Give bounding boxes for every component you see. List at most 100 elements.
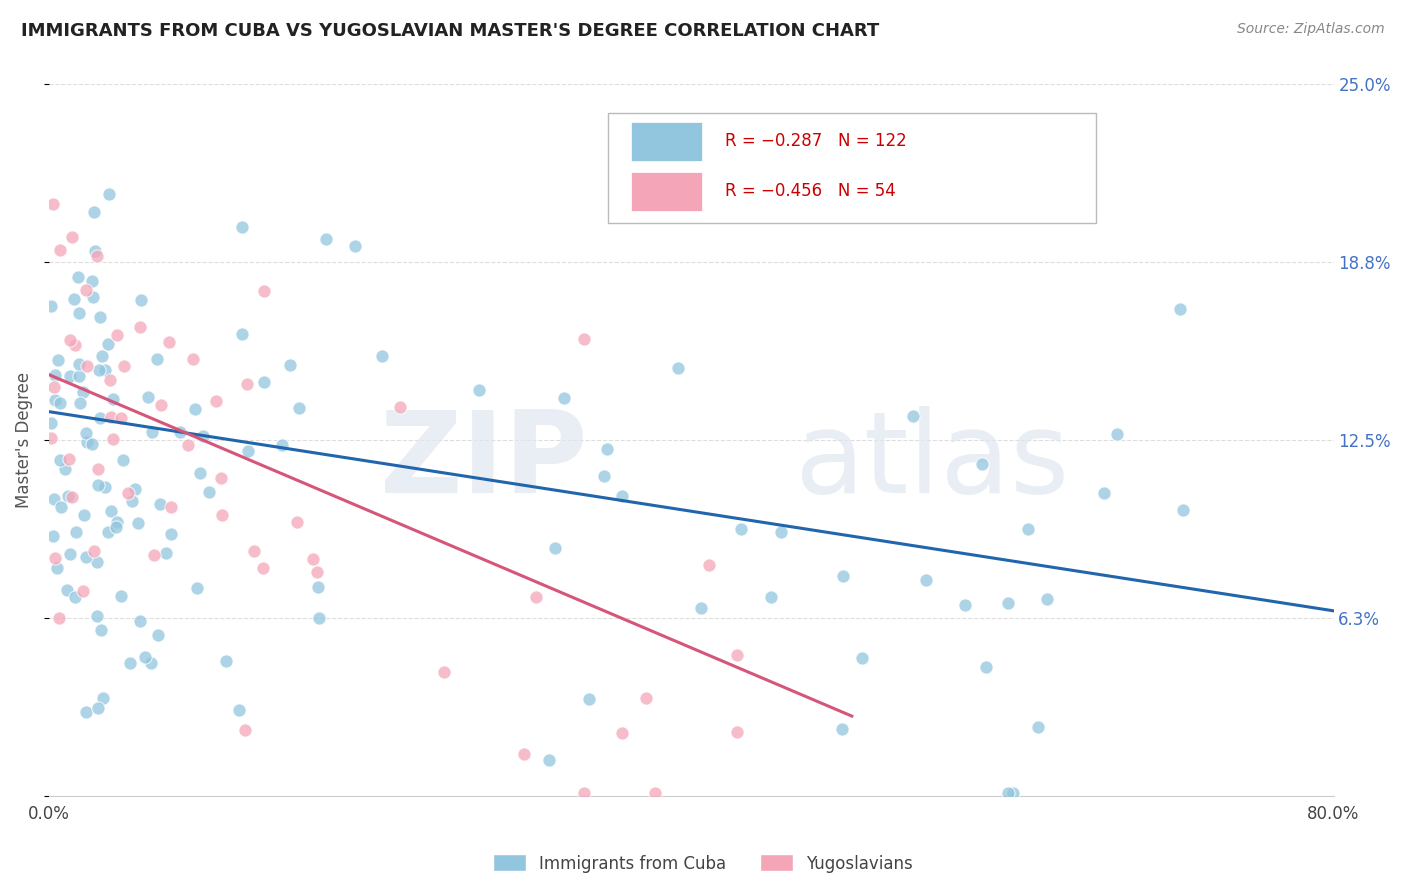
Point [73, 508, 96, 522]
Point [972, 457, 994, 471]
Text: Source: ZipAtlas.com: Source: ZipAtlas.com [1237, 22, 1385, 37]
Point [129, 614, 152, 628]
Text: R = −0.287   N = 122: R = −0.287 N = 122 [724, 132, 907, 151]
Point [1092, 486, 1115, 500]
Bar [631, 122, 702, 161]
Point [433, 665, 456, 680]
Point [39, 299, 62, 313]
Point [315, 232, 337, 246]
Text: R = −0.456   N = 54: R = −0.456 N = 54 [724, 182, 896, 200]
Point [49, 396, 72, 410]
Point [97, 525, 120, 540]
Point [831, 568, 853, 582]
Point [83, 543, 105, 558]
Point [197, 485, 219, 500]
Point [98, 373, 121, 387]
Point [725, 648, 748, 663]
Point [59, 547, 82, 561]
Point [231, 326, 253, 341]
Point [111, 453, 134, 467]
Point [596, 442, 619, 457]
Point [128, 320, 150, 334]
Point [236, 376, 259, 391]
Point [730, 522, 752, 536]
Point [60, 230, 83, 244]
Point [953, 598, 976, 612]
Point [101, 392, 124, 406]
Point [1017, 522, 1039, 536]
Point [44, 392, 66, 407]
Point [42, 380, 65, 394]
Point [288, 401, 311, 416]
Point [143, 548, 166, 562]
Point [193, 429, 215, 443]
Point [666, 361, 689, 376]
Point [252, 560, 274, 574]
Point [1035, 592, 1057, 607]
Point [699, 558, 721, 573]
Point [84, 244, 107, 259]
Point [90, 623, 112, 637]
Point [233, 723, 256, 737]
Point [75, 705, 97, 719]
Point [45, 561, 67, 575]
Point [301, 552, 323, 566]
Point [65, 525, 87, 540]
Point [270, 438, 292, 452]
Point [169, 425, 191, 440]
Point [205, 393, 228, 408]
Point [253, 285, 276, 299]
Point [307, 581, 329, 595]
Text: IMMIGRANTS FROM CUBA VS YUGOSLAVIAN MASTER'S DEGREE CORRELATION CHART: IMMIGRANTS FROM CUBA VS YUGOSLAVIAN MAST… [21, 22, 879, 40]
Point [134, 650, 156, 665]
Point [513, 747, 536, 761]
Point [63, 292, 86, 306]
Point [117, 486, 139, 500]
Point [42, 196, 65, 211]
Point [112, 359, 135, 374]
Point [690, 600, 713, 615]
Point [91, 349, 114, 363]
Point [215, 653, 238, 667]
Point [177, 438, 200, 452]
Point [58, 489, 80, 503]
Point [184, 401, 207, 416]
Point [63, 590, 86, 604]
Point [243, 544, 266, 558]
Point [72, 584, 94, 599]
Point [59, 369, 82, 384]
Point [75, 425, 97, 440]
Point [58, 452, 80, 467]
Point [60, 491, 83, 505]
Point [56, 582, 79, 597]
Point [82, 290, 104, 304]
Point [89, 411, 111, 425]
Point [46, 353, 69, 368]
Point [101, 432, 124, 446]
Point [468, 383, 491, 397]
Point [141, 425, 163, 440]
Point [86, 249, 108, 263]
Point [80, 437, 103, 451]
Point [578, 692, 600, 706]
Y-axis label: Master's Degree: Master's Degree [15, 372, 32, 508]
Point [100, 410, 122, 425]
Point [278, 359, 301, 373]
Point [67, 358, 90, 372]
Point [127, 516, 149, 530]
Point [69, 396, 91, 410]
Point [49, 500, 72, 514]
Point [537, 753, 560, 767]
Point [592, 469, 614, 483]
Point [87, 478, 110, 492]
Point [110, 410, 132, 425]
Point [44, 368, 66, 382]
Point [1107, 427, 1129, 442]
Point [105, 515, 128, 529]
Point [97, 186, 120, 201]
Point [149, 497, 172, 511]
Point [146, 352, 169, 367]
Point [93, 363, 115, 377]
Point [308, 611, 330, 625]
Point [851, 651, 873, 665]
